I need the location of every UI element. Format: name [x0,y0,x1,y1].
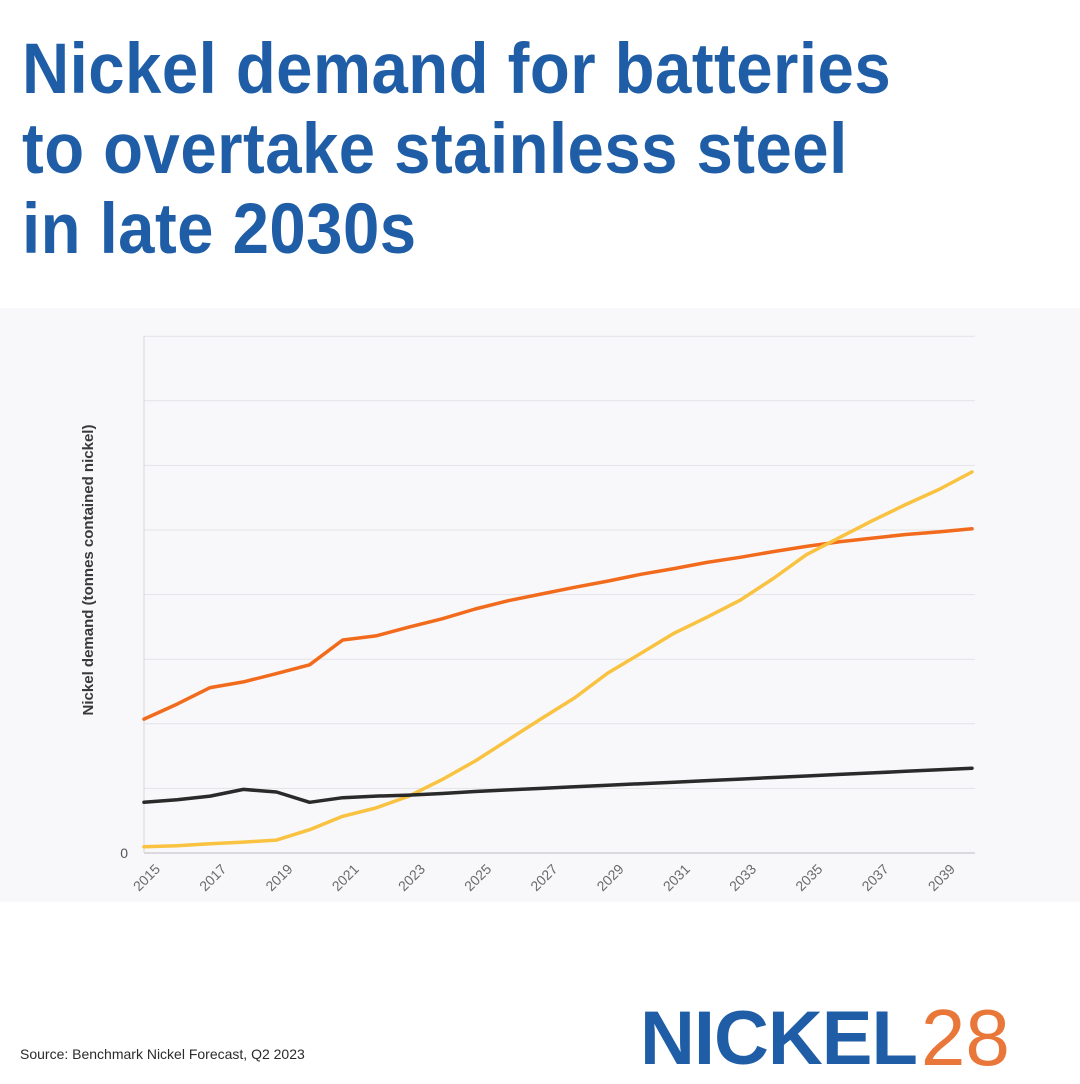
x-tick-label: 2015 [130,861,163,894]
chart-panel: Nickel demand (tonnes contained nickel) … [0,308,1080,902]
x-tick-label: 2031 [660,861,693,894]
series-lines [142,470,974,849]
nickel-demand-line-chart: Nickel demand (tonnes contained nickel) … [80,335,975,894]
y-axis-label: Nickel demand (tonnes contained nickel) [80,425,97,716]
x-tick-label: 2037 [858,861,891,894]
x-tick-label: 2033 [726,861,759,894]
y-tick-labels: 0 [120,845,128,861]
logo-word: NICKEL [640,995,918,1081]
headline-line-1: Nickel demand for batteries [22,30,892,109]
x-tick-label: 2017 [196,861,229,894]
x-tick-label: 2027 [527,861,560,894]
series-line-stainless-steel [142,527,974,721]
axes [143,336,975,854]
x-tick-label: 2029 [593,861,626,894]
gridlines [144,335,975,789]
nickel28-logo: NICKEL 28 [640,993,1010,1082]
x-tick-label: 2019 [262,861,295,894]
y-tick-label: 0 [120,845,128,861]
x-tick-label: 2035 [792,861,825,894]
x-tick-label: 2039 [925,861,958,894]
headline-line-2: to overtake stainless steel [22,110,848,189]
series-line-other [142,766,974,805]
x-tick-labels: 2015 2017 2019 2021 2023 2025 2027 2029 2031 2033… [130,861,958,894]
source-note: Source: Benchmark Nickel Forecast, Q2 20… [20,1046,305,1062]
headline-line-3: in late 2030s [22,190,417,269]
x-tick-label: 2025 [461,861,494,894]
headline: Nickel demand for batteries to overtake … [22,30,1072,270]
series-line-batteries [142,470,974,849]
x-tick-label: 2021 [329,861,362,894]
x-tick-label: 2023 [395,861,428,894]
logo-number: 28 [920,993,1010,1082]
